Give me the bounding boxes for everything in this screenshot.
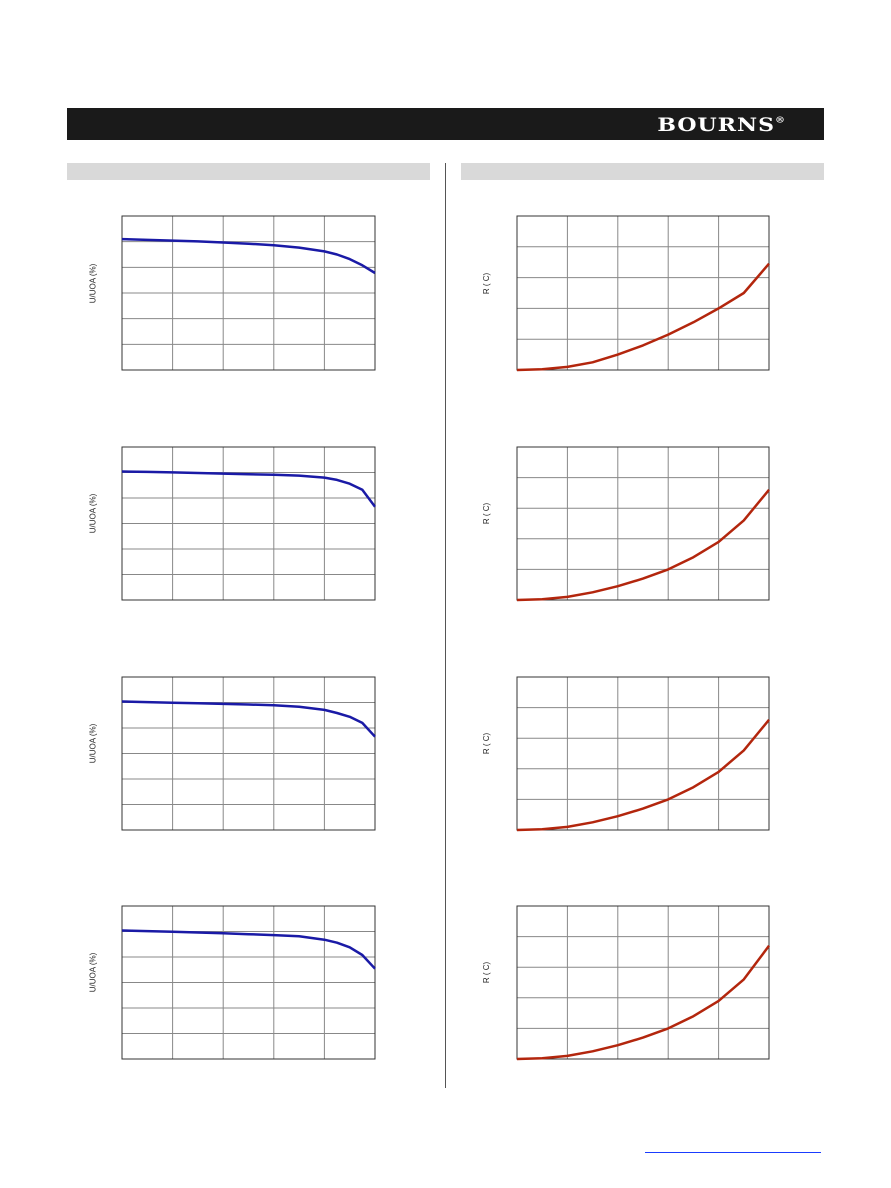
chart-4 [121, 905, 376, 1060]
series-line-1 [516, 945, 771, 1061]
plot-frame [121, 215, 376, 371]
series-line-1 [121, 470, 376, 508]
plot-frame [516, 676, 770, 831]
plot-frame [121, 676, 376, 831]
y-axis-label: U/UOA (%) [88, 952, 98, 993]
series-line-1 [516, 719, 770, 832]
header-bar: BOURNS® [67, 108, 824, 140]
chart-2 [121, 446, 376, 601]
y-axis-label: R ( C) [481, 732, 491, 755]
chart-7 [516, 676, 770, 832]
series-line-1 [121, 929, 376, 970]
y-axis-label: R ( C) [481, 961, 491, 984]
plot-frame [121, 446, 376, 601]
plot-frame [121, 905, 376, 1060]
series-line-1 [121, 700, 376, 738]
left-section-bar [67, 163, 430, 180]
chart-8 [516, 905, 771, 1061]
y-axis-label: U/UOA (%) [88, 723, 98, 764]
plot-frame [516, 215, 770, 371]
bourns-logo: BOURNS® [657, 113, 786, 137]
y-axis-label: U/UOA (%) [88, 263, 98, 303]
chart-3 [121, 676, 376, 831]
right-section-bar [461, 163, 824, 180]
column-divider [445, 163, 446, 1088]
series-line-1 [121, 237, 376, 275]
y-axis-label: R ( C) [481, 272, 491, 294]
plot-frame [516, 905, 770, 1060]
y-axis-label: U/UOA (%) [88, 493, 98, 534]
series-line-1 [516, 489, 770, 602]
footer-link-underline[interactable] [645, 1152, 821, 1153]
chart-6 [516, 446, 770, 602]
chart-5 [516, 215, 770, 372]
series-line-1 [516, 262, 770, 372]
plot-frame [516, 446, 770, 601]
chart-1 [121, 215, 376, 371]
y-axis-label: R ( C) [481, 502, 491, 525]
